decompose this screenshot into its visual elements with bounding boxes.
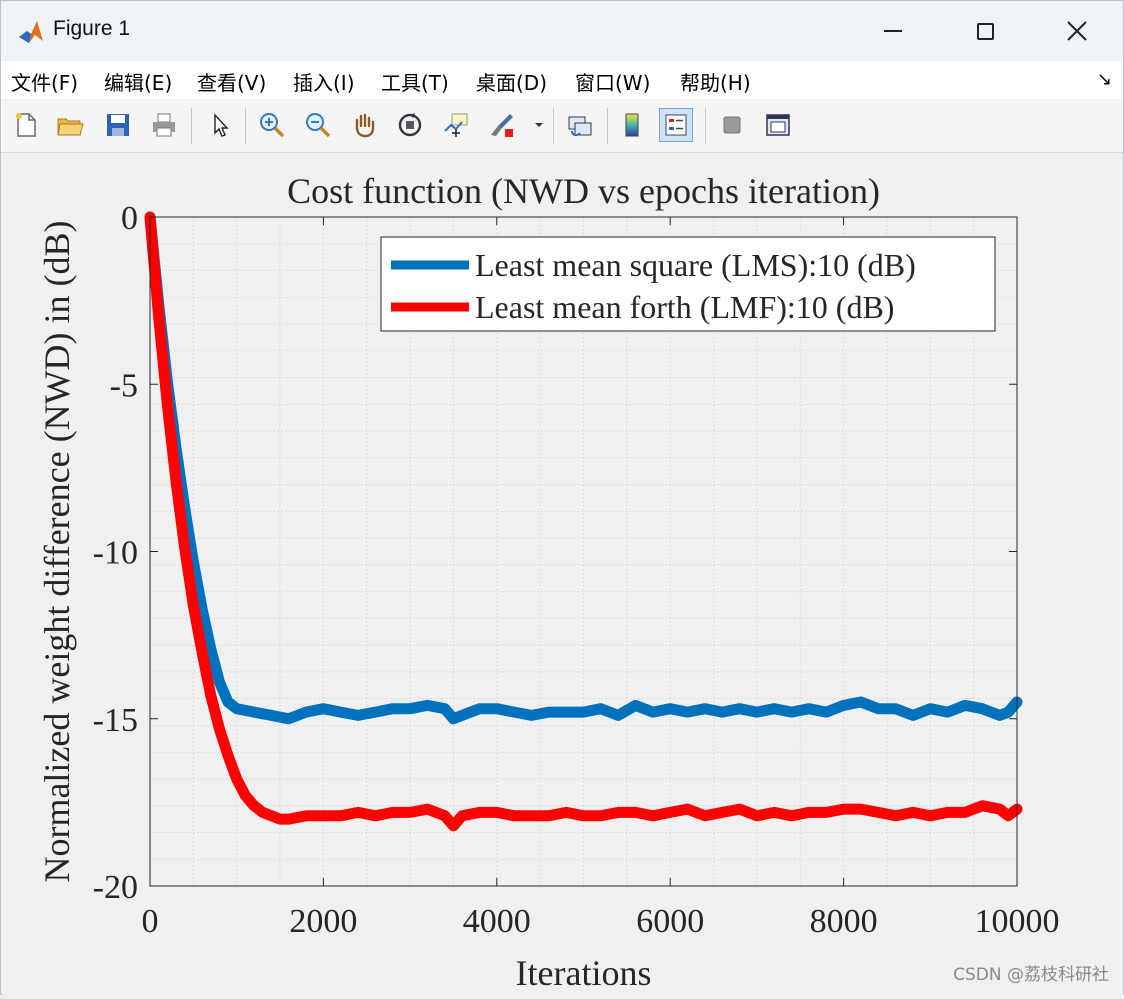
y-tick-label: -10 bbox=[93, 535, 138, 572]
chart-title: Cost function (NWD vs epochs iteration) bbox=[287, 171, 880, 211]
new-figure-icon bbox=[16, 113, 36, 137]
close-button[interactable] bbox=[1031, 1, 1123, 61]
zoom-in-icon bbox=[260, 113, 285, 138]
zoom-in-button[interactable] bbox=[255, 108, 289, 142]
tick-labels: 0 2000 4000 6000 8000 10000 0 -5 -10 -15 -20 bbox=[93, 200, 1060, 940]
legend-box bbox=[380, 236, 996, 332]
link-plot-button[interactable] bbox=[563, 108, 597, 142]
close-icon bbox=[1067, 21, 1087, 41]
watermark: CSDN @荔枝科研社 bbox=[953, 965, 1109, 985]
print-icon bbox=[153, 113, 175, 137]
data-cursor-icon bbox=[444, 113, 468, 137]
pointer-icon bbox=[214, 113, 229, 137]
colorbar-icon bbox=[625, 113, 639, 137]
toolbar-separator bbox=[191, 108, 192, 144]
toolbar-separator bbox=[607, 108, 608, 144]
minimize-icon bbox=[884, 30, 902, 32]
x-tick-label: 2000 bbox=[289, 903, 357, 940]
legend-icon bbox=[665, 114, 687, 136]
print-button[interactable] bbox=[147, 108, 181, 142]
series-line-1 bbox=[144, 211, 1023, 832]
menu-view[interactable]: 查看(V) bbox=[197, 71, 267, 95]
legend[interactable]: Least mean square (LMS):10 (dB) Least me… bbox=[380, 236, 996, 332]
pan-icon bbox=[355, 113, 375, 138]
y-tick-label: -5 bbox=[110, 367, 138, 404]
y-axis-label: Normalized weight difference (NWD) in (d… bbox=[37, 220, 77, 882]
x-tick-label: 10000 bbox=[975, 903, 1060, 940]
window-title: Figure 1 bbox=[53, 17, 131, 40]
legend-button[interactable] bbox=[659, 108, 693, 142]
series-layer bbox=[144, 211, 1023, 832]
plot-frame bbox=[149, 216, 1018, 887]
hide-plot-tools-icon bbox=[723, 116, 741, 134]
legend-label-lmf: Least mean forth (LMF):10 (dB) bbox=[475, 289, 894, 325]
matlab-app-icon bbox=[19, 21, 43, 43]
menu-help[interactable]: 帮助(H) bbox=[680, 71, 751, 95]
new-figure-button[interactable] bbox=[9, 108, 43, 142]
menu-edit[interactable]: 编辑(E) bbox=[104, 71, 173, 95]
save-icon bbox=[107, 114, 129, 136]
show-plot-tools-icon bbox=[766, 114, 790, 136]
y-tick-label: 0 bbox=[121, 200, 138, 237]
open-file-button[interactable] bbox=[53, 108, 87, 142]
toolbar-separator bbox=[705, 108, 706, 144]
menu-file[interactable]: 文件(F) bbox=[11, 71, 79, 95]
chart: 0 2000 4000 6000 8000 10000 0 -5 -10 -15 -20 Cost … bbox=[37, 171, 1060, 993]
menu-insert[interactable]: 插入(I) bbox=[293, 71, 355, 95]
pan-button[interactable] bbox=[347, 108, 381, 142]
x-tick-label: 4000 bbox=[463, 903, 531, 940]
brush-dropdown-button[interactable] bbox=[529, 108, 549, 142]
maximize-button[interactable] bbox=[939, 1, 1031, 61]
edit-plot-button[interactable] bbox=[203, 108, 237, 142]
menu-desktop[interactable]: 桌面(D) bbox=[476, 71, 548, 95]
hide-plot-tools-button[interactable] bbox=[715, 108, 749, 142]
zoom-out-icon bbox=[306, 113, 331, 138]
title-bar: Figure 1 bbox=[1, 1, 1123, 61]
brush-button[interactable] bbox=[485, 108, 519, 142]
open-file-icon bbox=[57, 118, 84, 136]
menu-tools[interactable]: 工具(T) bbox=[381, 71, 449, 95]
save-button[interactable] bbox=[101, 108, 135, 142]
legend-label-lms: Least mean square (LMS):10 (dB) bbox=[475, 247, 916, 283]
data-cursor-button[interactable] bbox=[439, 108, 473, 142]
brush-icon bbox=[491, 114, 513, 137]
x-tick-label: 0 bbox=[142, 903, 159, 940]
minimize-button[interactable] bbox=[847, 1, 939, 61]
x-tick-label: 6000 bbox=[636, 903, 704, 940]
toolbar-separator bbox=[553, 108, 554, 144]
menu-expand-icon[interactable]: ↘ bbox=[1097, 69, 1113, 90]
brush-dropdown-icon bbox=[535, 123, 543, 127]
x-tick-label: 8000 bbox=[810, 903, 878, 940]
show-plot-tools-button[interactable] bbox=[761, 108, 795, 142]
toolbar-separator bbox=[245, 108, 246, 144]
rotate-3d-button[interactable] bbox=[393, 108, 427, 142]
maximize-icon bbox=[976, 22, 994, 40]
zoom-out-button[interactable] bbox=[301, 108, 335, 142]
minor-grid bbox=[150, 217, 1017, 886]
series-line-0 bbox=[144, 211, 1023, 725]
colorbar-button[interactable] bbox=[615, 108, 649, 142]
y-tick-label: -15 bbox=[93, 702, 138, 739]
y-tick-label: -20 bbox=[93, 869, 138, 906]
figure-toolbar bbox=[1, 100, 1123, 153]
link-plot-icon bbox=[568, 116, 592, 137]
figure-canvas: 0 2000 4000 6000 8000 10000 0 -5 -10 -15 -20 Cost … bbox=[3, 153, 1123, 995]
rotate-3d-icon bbox=[398, 113, 422, 137]
menu-window[interactable]: 窗口(W) bbox=[575, 71, 651, 95]
x-axis-label: Iterations bbox=[516, 953, 652, 993]
menu-bar: 文件(F) 编辑(E) 查看(V) 插入(I) 工具(T) 桌面(D) 窗口(W… bbox=[1, 61, 1123, 99]
